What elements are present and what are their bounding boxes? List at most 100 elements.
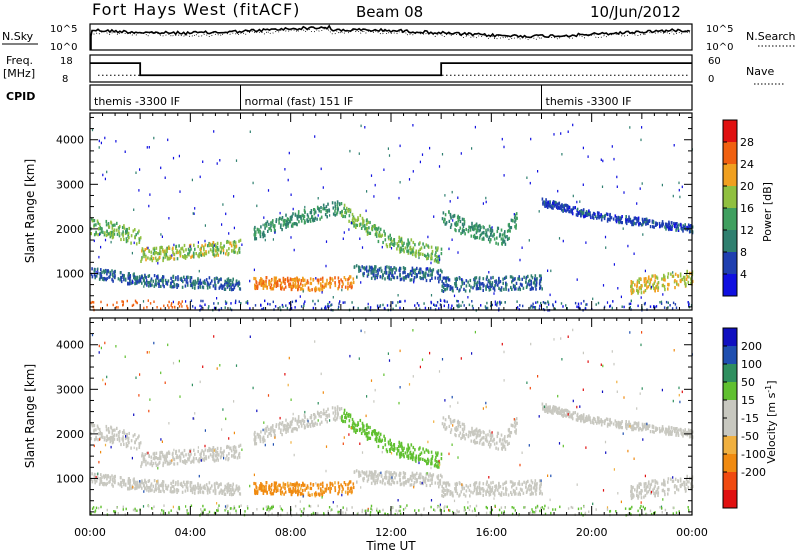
scatter-cell	[648, 275, 650, 279]
scatter-cell	[213, 253, 215, 257]
scatter-cell	[456, 222, 459, 226]
scatter-cell	[138, 445, 141, 449]
scatter-cell	[341, 418, 343, 422]
scatter-cell	[231, 488, 234, 492]
noise-cell	[138, 189, 140, 192]
scatter-cell	[382, 273, 384, 277]
scatter-cell	[201, 449, 203, 453]
scatter-cell	[147, 461, 149, 465]
scatter-cell	[649, 280, 652, 284]
scatter-cell	[635, 427, 637, 431]
scatter-cell	[297, 288, 299, 292]
scatter-cell	[460, 231, 462, 236]
scatter-cell	[297, 493, 299, 497]
scatter-cell	[552, 406, 554, 410]
scatter-cell	[281, 216, 284, 220]
scatter-cell	[225, 486, 228, 490]
scatter-cell	[643, 280, 646, 284]
scatter-cell	[427, 459, 430, 463]
scatter-cell	[365, 431, 368, 435]
scatter-cell	[334, 486, 336, 490]
scatter-cell	[234, 488, 237, 492]
scatter-cell	[197, 282, 200, 286]
scatter-cell	[419, 452, 421, 456]
near-range-cell	[496, 302, 498, 305]
scatter-cell	[455, 428, 458, 432]
scatter-cell	[324, 213, 327, 217]
scatter-cell	[659, 430, 661, 434]
noise-cell	[461, 278, 463, 281]
scatter-cell	[352, 277, 355, 281]
scatter-cell	[409, 474, 412, 479]
scatter-cell	[425, 254, 427, 258]
scatter-cell	[510, 285, 512, 290]
scatter-cell	[319, 422, 321, 426]
near-range-cell	[330, 304, 332, 307]
nave-tick-bottom: 0	[708, 74, 714, 85]
scatter-cell	[177, 250, 179, 255]
scatter-cell	[176, 490, 178, 494]
scatter-cell	[159, 455, 162, 459]
scatter-cell	[292, 417, 294, 421]
scatter-cell	[409, 269, 412, 274]
scatter-cell	[231, 249, 233, 253]
scatter-cell	[177, 483, 179, 487]
scatter-cell	[212, 489, 215, 493]
scatter-cell	[214, 286, 216, 290]
noise-cell	[641, 126, 643, 129]
scatter-cell	[261, 437, 264, 441]
scatter-cell	[235, 484, 238, 488]
scatter-cell	[399, 451, 402, 455]
scatter-cell	[383, 434, 385, 438]
scatter-cell	[166, 454, 168, 459]
scatter-cell	[222, 249, 225, 253]
scatter-cell	[461, 279, 464, 283]
scatter-cell	[234, 455, 236, 459]
scatter-cell	[138, 279, 141, 283]
scatter-cell	[470, 234, 473, 238]
scatter-cell	[496, 434, 499, 439]
scatter-cell	[403, 267, 406, 271]
scatter-cell	[136, 275, 139, 279]
scatter-cell	[123, 431, 126, 435]
noise-cell	[600, 158, 602, 161]
scatter-cell	[478, 236, 481, 240]
scatter-cell	[214, 485, 216, 489]
scatter-cell	[528, 283, 531, 287]
scatter-cell	[669, 226, 671, 230]
scatter-cell	[163, 285, 165, 289]
scatter-cell	[310, 486, 313, 491]
scatter-cell	[372, 429, 375, 433]
scatter-cell	[407, 454, 410, 458]
scatter-cell	[255, 435, 257, 439]
power-colorbar-bin	[723, 120, 737, 142]
scatter-cell	[150, 277, 153, 281]
scatter-cell	[254, 230, 256, 234]
scatter-cell	[306, 484, 309, 488]
scatter-cell	[449, 430, 452, 434]
scatter-cell	[621, 420, 623, 424]
scatter-cell	[186, 283, 189, 287]
scatter-cell	[459, 277, 461, 281]
noise-cell	[135, 171, 137, 174]
scatter-cell	[636, 279, 639, 283]
scatter-cell	[373, 267, 375, 271]
scatter-cell	[406, 242, 408, 246]
scatter-cell	[303, 208, 306, 212]
scatter-cell	[203, 484, 206, 488]
scatter-cell	[197, 286, 200, 290]
scatter-cell	[572, 411, 575, 416]
scatter-cell	[639, 426, 641, 431]
scatter-cell	[322, 412, 324, 416]
scatter-cell	[459, 226, 462, 230]
near-range-cell	[463, 304, 465, 307]
scatter-cell	[215, 481, 218, 485]
scatter-cell	[303, 278, 306, 282]
scatter-cell	[416, 471, 418, 475]
scatter-cell	[223, 284, 225, 288]
scatter-cell	[136, 480, 139, 484]
scatter-cell	[204, 486, 206, 491]
scatter-cell	[441, 422, 444, 426]
scatter-cell	[90, 477, 93, 481]
scatter-cell	[196, 486, 198, 490]
